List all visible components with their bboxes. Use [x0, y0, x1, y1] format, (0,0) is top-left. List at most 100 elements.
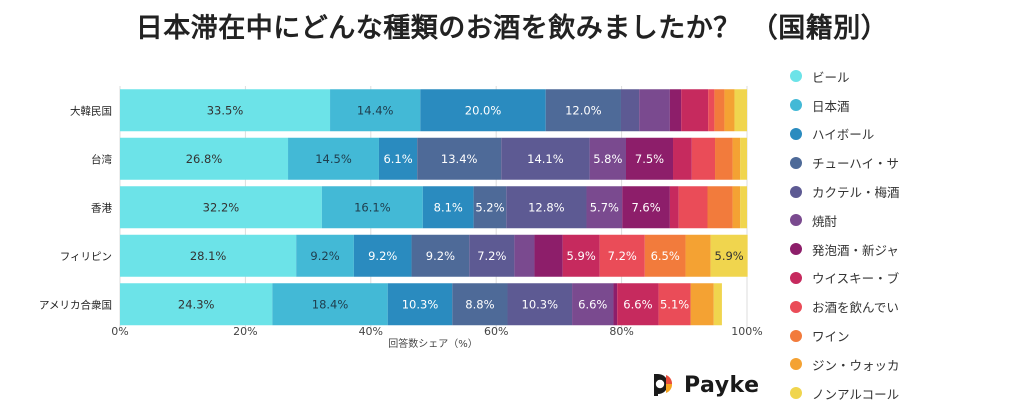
data-label: 5.9% — [567, 249, 596, 263]
bar-segment — [321, 186, 423, 229]
bar-segment — [715, 137, 733, 180]
bar-segment — [673, 137, 692, 180]
data-label: 18.4% — [312, 297, 349, 311]
data-label: 6.6% — [623, 297, 652, 311]
bar-segment — [288, 137, 379, 180]
data-label: 8.8% — [465, 297, 494, 311]
bar-segment — [740, 186, 747, 229]
bar-segment — [713, 283, 722, 326]
data-label: 20.0% — [465, 103, 502, 117]
data-label: 5.2% — [475, 200, 504, 214]
bar-segment — [417, 137, 502, 180]
data-label: 14.5% — [315, 152, 352, 166]
bar-segment — [387, 283, 453, 326]
bar-segment — [685, 234, 711, 277]
legend-swatch — [790, 185, 802, 198]
bar-segment — [669, 89, 682, 132]
data-label: 12.8% — [528, 200, 565, 214]
legend-item: チューハイ・サ — [790, 148, 1020, 177]
bar-segment — [422, 186, 474, 229]
bar-segment — [639, 89, 670, 132]
legend-label: ビール — [812, 69, 850, 85]
legend-label: 日本酒 — [812, 98, 850, 114]
legend-swatch — [790, 329, 802, 342]
bar-segment — [572, 283, 614, 326]
legend-item: ジン・ウォッカ — [790, 350, 1020, 379]
category-label: アメリカ合衆国 — [39, 298, 112, 311]
data-label: 5.9% — [715, 249, 744, 263]
bars-layer — [120, 89, 748, 326]
bar-segment — [452, 283, 508, 326]
category-label: フィリピン — [60, 251, 112, 263]
bar-segment — [678, 186, 708, 229]
legend-item: ワイン — [790, 321, 1020, 350]
bar-segment — [562, 234, 600, 277]
legend-label: 焼酎 — [812, 213, 838, 229]
data-label: 33.5% — [207, 103, 244, 117]
legend-swatch — [790, 70, 802, 83]
bar-segment — [740, 137, 747, 180]
bar-segment — [120, 283, 273, 326]
bar-segment — [690, 283, 714, 326]
data-label: 13.4% — [441, 152, 478, 166]
data-label: 5.8% — [593, 152, 622, 166]
bar-segment — [599, 234, 645, 277]
legend-label: 発泡酒・新ジャ — [812, 242, 899, 258]
data-label: 14.1% — [527, 152, 564, 166]
data-label: 9.2% — [426, 249, 455, 263]
bar-segment — [473, 186, 507, 229]
x-tick-label: 60% — [484, 325, 508, 338]
bar-segment — [644, 234, 686, 277]
chart-title: 日本滞在中にどんな種類のお酒を飲みましたか？ （国籍別） — [135, 13, 889, 44]
legend-item: ウイスキー・ブ — [790, 264, 1020, 293]
bar-segment — [420, 89, 546, 132]
brand-name: Payke — [684, 372, 760, 398]
x-tick-label: 80% — [609, 325, 633, 338]
bar-segment — [378, 137, 418, 180]
labels-layer: 33.5% 14.4% 20.0% 12.0% 26.8% 14.5% 6.1% 13.4% 1… — [178, 103, 744, 311]
category-label: 大韓民国 — [70, 104, 112, 117]
legend-item: お酒を飲んでい — [790, 292, 1020, 321]
data-label: 7.2% — [477, 249, 506, 263]
legend-label: ウイスキー・ブ — [812, 271, 900, 287]
data-label: 6.1% — [383, 152, 412, 166]
bar-segment — [622, 186, 670, 229]
data-label: 26.8% — [186, 152, 223, 166]
payke-logo-icon — [654, 374, 673, 396]
legend-swatch — [790, 271, 802, 284]
bar-segment — [732, 186, 741, 229]
x-tick-label: 20% — [233, 325, 257, 338]
data-label: 8.1% — [434, 200, 463, 214]
data-label: 14.4% — [357, 103, 394, 117]
bar-segment — [120, 186, 322, 229]
bar-segment — [714, 89, 725, 132]
data-label: 5.1% — [660, 297, 689, 311]
bar-segment — [411, 234, 470, 277]
category-label: 台湾 — [91, 153, 112, 166]
data-label: 12.0% — [565, 103, 602, 117]
legend-swatch — [790, 300, 802, 313]
bar-segment — [613, 283, 618, 326]
legend-item: ハイボール — [790, 120, 1020, 149]
data-label: 7.5% — [635, 152, 664, 166]
data-label: 16.1% — [354, 200, 391, 214]
bar-segment — [681, 89, 709, 132]
bar-segment — [707, 186, 733, 229]
stacked-bar-chart: 33.5% 14.4% 20.0% 12.0% 26.8% 14.5% 6.1% 13.4% 1… — [39, 86, 763, 350]
bar-segment — [501, 137, 590, 180]
bar-segment — [469, 234, 515, 277]
bar-segment — [710, 234, 748, 277]
bar-segment — [507, 283, 573, 326]
legend-label: ワイン — [812, 329, 850, 345]
legend-label: カクテル・梅酒 — [812, 185, 900, 201]
bar-segment — [732, 137, 741, 180]
bar-segment — [734, 89, 747, 132]
bar-segment — [506, 186, 587, 229]
bar-segment — [120, 89, 331, 132]
data-label: 28.1% — [190, 249, 227, 263]
x-tick-label: 40% — [359, 325, 383, 338]
legend-item: ノンアルコール — [790, 379, 1020, 408]
data-label: 7.2% — [608, 249, 637, 263]
legend-swatch — [790, 214, 802, 227]
